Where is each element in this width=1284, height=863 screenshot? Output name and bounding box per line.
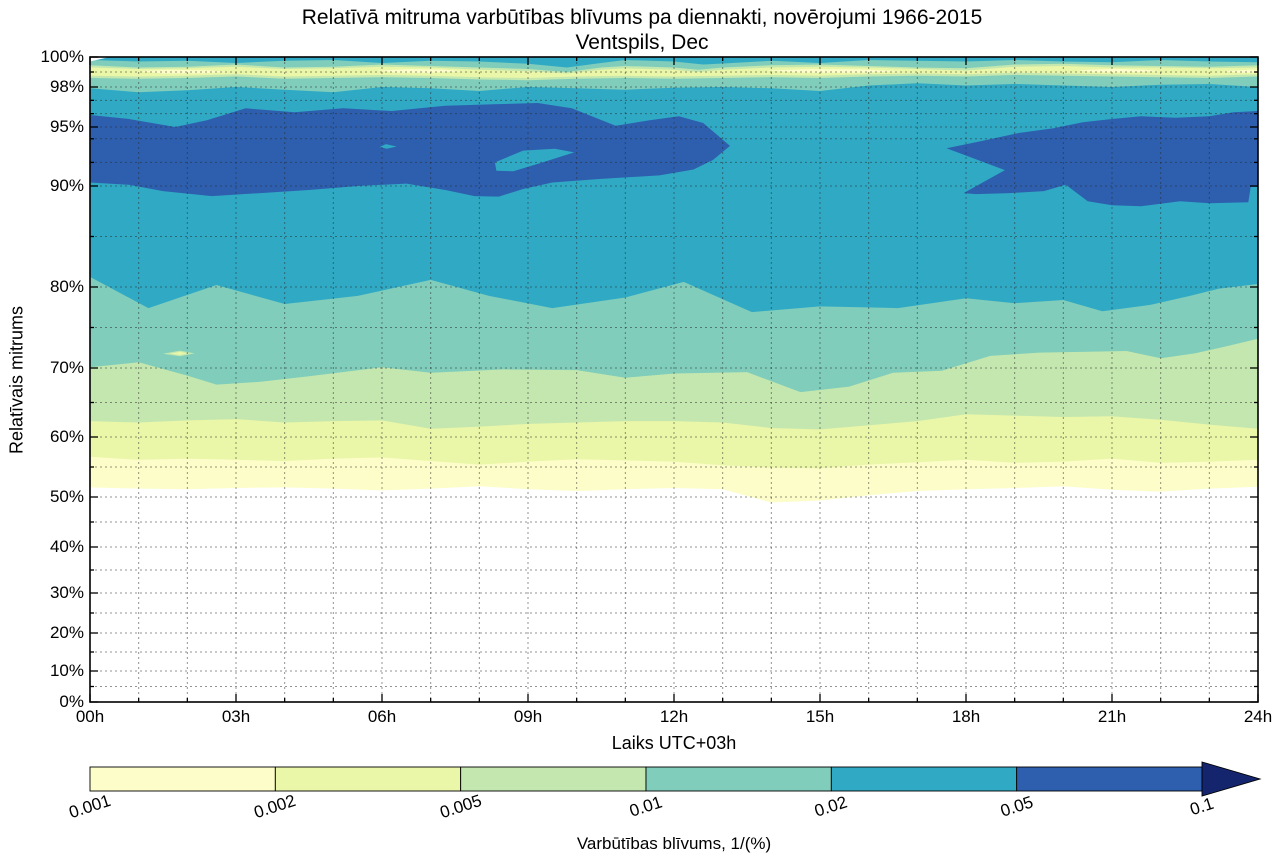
contour-bands-group <box>90 57 1258 702</box>
x-tick-18h: 18h <box>951 707 981 726</box>
x-tick-24h: 24h <box>1243 707 1273 726</box>
y-tick-98: 98% <box>49 77 84 96</box>
y-tick-0: 0% <box>59 692 84 711</box>
pale-spot-inner <box>170 351 188 355</box>
ribbon-palest-patch <box>138 69 232 74</box>
colorbar-segment <box>1016 766 1203 792</box>
y-tick-70: 70% <box>49 358 84 377</box>
high-density-blob-left <box>90 103 730 197</box>
y-tick-80: 80% <box>49 277 84 296</box>
blob-notch-hole <box>494 148 575 172</box>
y-tick-60: 60% <box>49 427 84 446</box>
ribbon-palest-patch <box>377 69 465 73</box>
plot-border <box>89 56 1259 703</box>
y-tick-50: 50% <box>49 487 84 506</box>
y-tick-95: 95% <box>49 117 84 136</box>
ribbon-palest-patch <box>1223 69 1258 73</box>
colorbar-segment <box>460 766 647 792</box>
x-tick-06h: 06h <box>367 707 397 726</box>
x-tick-21h: 21h <box>1097 707 1127 726</box>
x-tick-12h: 12h <box>659 707 689 726</box>
x-tick-09h: 09h <box>513 707 543 726</box>
top-left-white-wedge <box>90 57 110 62</box>
y-tick-20: 20% <box>49 623 84 642</box>
colorbar-segment <box>645 766 832 792</box>
high-density-blob-right <box>946 111 1258 207</box>
colorbar-segment <box>274 766 462 792</box>
blob-dot-hole <box>379 144 397 149</box>
chart-title: Relatīvā mitruma varbūtības blīvums pa d… <box>301 6 983 29</box>
x-tick-03h: 03h <box>221 707 251 726</box>
x-tick-00h: 00h <box>75 707 105 726</box>
chart-subtitle: Ventspils, Dec <box>575 31 709 54</box>
colorbar-overflow-arrow <box>1201 761 1262 797</box>
x-tick-15h: 15h <box>805 707 835 726</box>
y-tick-100: 100% <box>40 47 84 66</box>
y-tick-10: 10% <box>49 661 84 680</box>
colorbar-label: Varbūtības blīvums, 1/(%) <box>576 834 772 853</box>
y-tick-30: 30% <box>49 583 84 602</box>
y-tick-90: 90% <box>49 176 84 195</box>
y-tick-40: 40% <box>49 537 84 556</box>
x-axis-label: Laiks UTC+03h <box>611 733 737 753</box>
